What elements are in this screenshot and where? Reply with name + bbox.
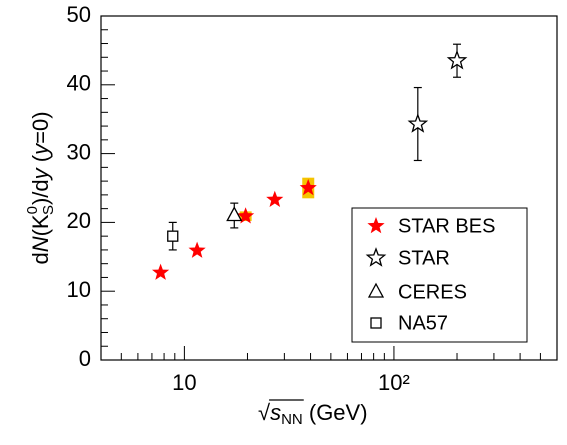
- star-marker: [266, 190, 284, 207]
- star-marker: [299, 179, 317, 196]
- label-part: y: [28, 166, 53, 181]
- star-marker: [152, 263, 170, 280]
- legend-label: CERES: [398, 281, 467, 303]
- label-part: NN: [281, 411, 303, 428]
- y-axis-label: dN(K0S)/dy (y=0): [24, 111, 57, 264]
- y-tick-label: 50: [67, 2, 91, 27]
- y-tick-label: 40: [67, 71, 91, 96]
- x-tick-label: 10: [172, 370, 196, 395]
- legend-label: STAR: [398, 247, 450, 269]
- star-marker: [237, 207, 255, 224]
- label-part: (GeV): [303, 400, 368, 425]
- x-axis-label: √sNN (GeV): [258, 400, 368, 428]
- triangle-marker: [226, 206, 243, 222]
- legend-marker: [365, 247, 387, 267]
- legend-marker: [367, 217, 385, 234]
- x-tick-label: 10²: [378, 370, 410, 395]
- square-marker: [167, 230, 179, 242]
- label-part: s: [270, 400, 281, 425]
- label-part: y: [28, 142, 53, 157]
- y-tick-label: 30: [67, 139, 91, 164]
- label-part: S: [40, 205, 57, 215]
- star-marker: [446, 49, 468, 70]
- label-part: )/d: [28, 179, 53, 205]
- label-part: N: [28, 236, 53, 252]
- y-tick-label: 10: [67, 277, 91, 302]
- plot-frame: [100, 15, 558, 361]
- label-part: √: [258, 400, 271, 425]
- y-tick-label: 0: [79, 346, 91, 371]
- legend-marker: [367, 282, 385, 298]
- legend-marker: [370, 317, 382, 329]
- label-part: 0: [24, 206, 41, 214]
- label-part: =0): [28, 111, 53, 143]
- label-part: (: [28, 154, 53, 168]
- star-marker: [188, 241, 206, 258]
- label-part: d: [28, 252, 53, 264]
- label-part: (K: [28, 214, 53, 236]
- legend-label: STAR BES: [398, 215, 495, 237]
- star-marker: [407, 113, 429, 133]
- legend-label: NA57: [398, 312, 448, 334]
- y-tick-label: 20: [67, 208, 91, 233]
